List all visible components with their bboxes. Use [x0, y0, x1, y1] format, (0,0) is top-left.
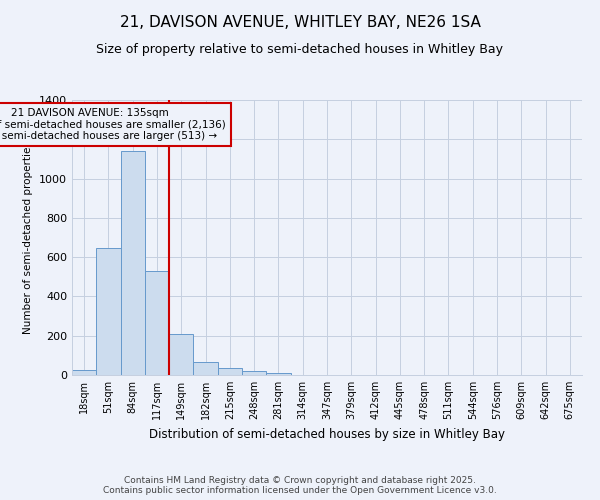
Bar	[193, 362, 218, 375]
Bar	[266, 373, 290, 375]
Bar	[121, 151, 145, 375]
Bar	[218, 368, 242, 375]
Text: 21 DAVISON AVENUE: 135sqm
← 80% of semi-detached houses are smaller (2,136)
19% : 21 DAVISON AVENUE: 135sqm ← 80% of semi-…	[0, 108, 226, 141]
Bar	[169, 334, 193, 375]
Text: Size of property relative to semi-detached houses in Whitley Bay: Size of property relative to semi-detach…	[97, 42, 503, 56]
Bar	[96, 248, 121, 375]
Text: Contains HM Land Registry data © Crown copyright and database right 2025.
Contai: Contains HM Land Registry data © Crown c…	[103, 476, 497, 495]
Text: 21, DAVISON AVENUE, WHITLEY BAY, NE26 1SA: 21, DAVISON AVENUE, WHITLEY BAY, NE26 1S…	[119, 15, 481, 30]
X-axis label: Distribution of semi-detached houses by size in Whitley Bay: Distribution of semi-detached houses by …	[149, 428, 505, 440]
Bar	[145, 271, 169, 375]
Bar	[242, 371, 266, 375]
Bar	[72, 370, 96, 375]
Y-axis label: Number of semi-detached properties: Number of semi-detached properties	[23, 141, 34, 334]
